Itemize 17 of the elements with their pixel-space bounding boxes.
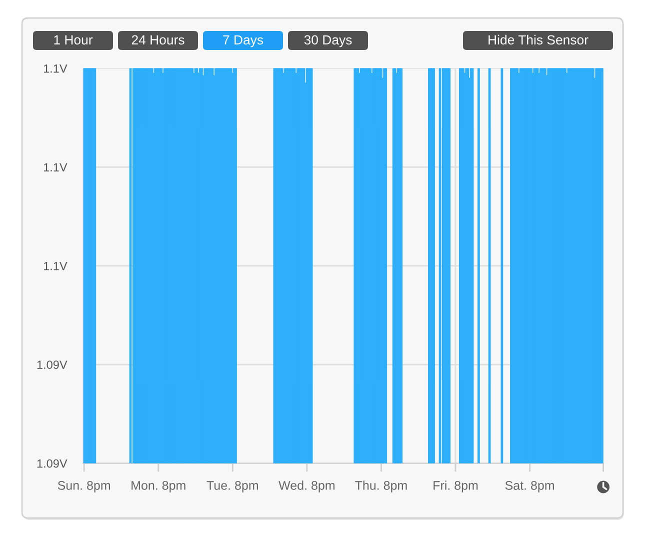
x-tick-label: Tue. 8pm [206, 480, 258, 492]
x-tick-label: Thu. 8pm [355, 480, 407, 492]
x-tick-label: Fri. 8pm [434, 480, 478, 492]
y-tick-label: 1.09V [37, 360, 68, 369]
text: 1 Hour [54, 35, 93, 45]
text: Hide This Sensor [488, 34, 588, 45]
text: 24 Hours [132, 35, 184, 45]
x-tick-label: Wed. 8pm [278, 480, 334, 492]
y-tick-label: 1.1V [44, 163, 68, 172]
x-tick-label: Mon. 8pm [132, 480, 186, 492]
x-tick-label: Sun. 8pm [58, 480, 110, 492]
y-tick-label: 1.1V [44, 262, 68, 270]
text: 30 Days [304, 35, 352, 48]
x-tick-label: Sat. 8pm [505, 480, 554, 492]
y-tick-label: 1.09V [37, 459, 68, 468]
y-tick-label: 1.1V [44, 64, 68, 73]
text: 7 Days [223, 35, 264, 48]
